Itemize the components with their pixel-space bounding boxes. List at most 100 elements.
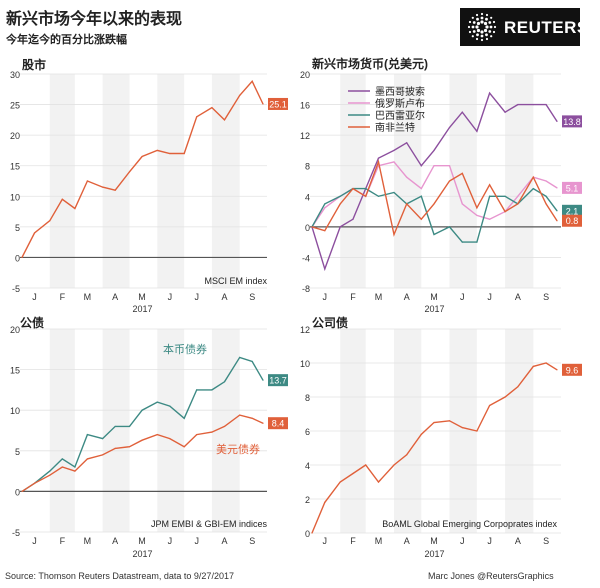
data-point [489,195,491,197]
y-tick-label: 16 [300,101,310,111]
y-tick-label: 4 [305,192,310,202]
x-tick-label: S [249,536,255,546]
month-shade [102,74,130,288]
y-tick-label: 12 [300,325,310,335]
data-point [352,188,354,190]
data-point [365,464,367,466]
data-point [74,207,76,210]
data-point [532,365,534,367]
y-tick-label: 10 [300,359,310,369]
data-point [461,427,463,429]
data-point [61,466,63,468]
data-point [406,142,408,144]
last-value-label: 13.7 [269,376,287,386]
y-tick-label: -8 [302,284,310,294]
data-point [156,149,158,152]
data-point [420,165,422,167]
data-point [223,381,226,383]
x-tick-label: A [221,536,227,546]
index-note: JPM EMBI & GBI-EM indices [151,519,268,529]
y-tick-label: 4 [305,461,310,471]
data-point [448,126,451,129]
month-shade [102,329,130,532]
last-value-box [562,115,582,128]
data-point [365,188,367,190]
y-tick-label: 0 [305,223,310,233]
month-shade [49,329,75,532]
page-subtitle: 今年迄今的百分比涨跌幅 [6,34,127,46]
data-point [311,226,313,228]
y-tick-label: 8 [305,393,310,403]
y-tick-label: 8 [305,162,310,172]
y-tick-label: 20 [10,325,20,335]
data-point [141,155,143,158]
last-value-box [562,363,582,376]
data-point [339,226,341,228]
data-point [86,458,89,460]
data-point [556,220,558,222]
data-point [223,425,226,428]
last-value-box [268,417,288,430]
data-point [239,94,241,96]
x-tick-label: A [112,292,118,302]
data-point [262,422,264,424]
data-point [476,207,478,209]
data-point [196,433,198,436]
y-tick-label: 30 [10,70,20,80]
x-tick-label: M [84,292,92,302]
data-point [211,107,213,109]
chart-2: -5 0 5 10 15 20 J F M A M J J A S 2017 JPM EMBI & GBI-EM… [10,325,288,559]
y-tick-label: 12 [300,131,310,141]
x-tick-label: S [249,292,255,302]
x-tick-label: J [168,536,173,546]
data-point [556,210,558,212]
data-point [74,466,76,468]
data-point [448,180,451,182]
chart-0: -5 0 5 10 15 20 25 30 J F M A M J J A S 2017 MSCI EM index… [10,70,288,314]
last-value-box [562,204,582,217]
data-point [21,256,23,259]
x-tick-label: J [32,536,37,546]
data-point [114,447,116,449]
y-tick-label: 2 [305,495,310,505]
y-tick-label: 10 [10,192,20,202]
month-shade [157,329,185,532]
y-tick-label: 25 [10,101,20,111]
data-point [49,470,51,472]
x-tick-label: S [543,536,549,546]
data-point [324,268,326,270]
month-shade [211,74,240,288]
y-tick-label: 6 [305,427,310,437]
chart-title-corp-bonds: 公司债 [312,316,349,330]
data-point [262,103,264,105]
annotation-local-bonds: 本币债券 [163,342,207,356]
data-point [476,214,478,216]
x-tick-label: A [404,292,410,302]
data-point [504,111,506,113]
data-point [517,386,519,388]
data-point [504,195,506,197]
data-point [489,92,491,94]
data-point [196,116,198,118]
data-point [532,103,534,106]
data-point [393,191,395,194]
data-point [239,414,241,416]
data-point [311,532,313,534]
data-point [339,481,341,483]
data-point [141,439,143,441]
data-point [169,152,171,155]
data-point [183,417,185,419]
data-point [420,188,422,190]
y-tick-label: -5 [12,284,20,294]
data-point [156,433,158,436]
chart-title-currencies: 新兴市场货币(兑美元) [312,57,428,71]
month-shade [505,74,534,288]
data-point [377,157,380,159]
data-point [532,176,534,178]
data-point [489,218,491,220]
data-point [476,430,478,432]
data-point [393,233,395,236]
data-point [211,431,213,433]
data-point [183,152,185,155]
